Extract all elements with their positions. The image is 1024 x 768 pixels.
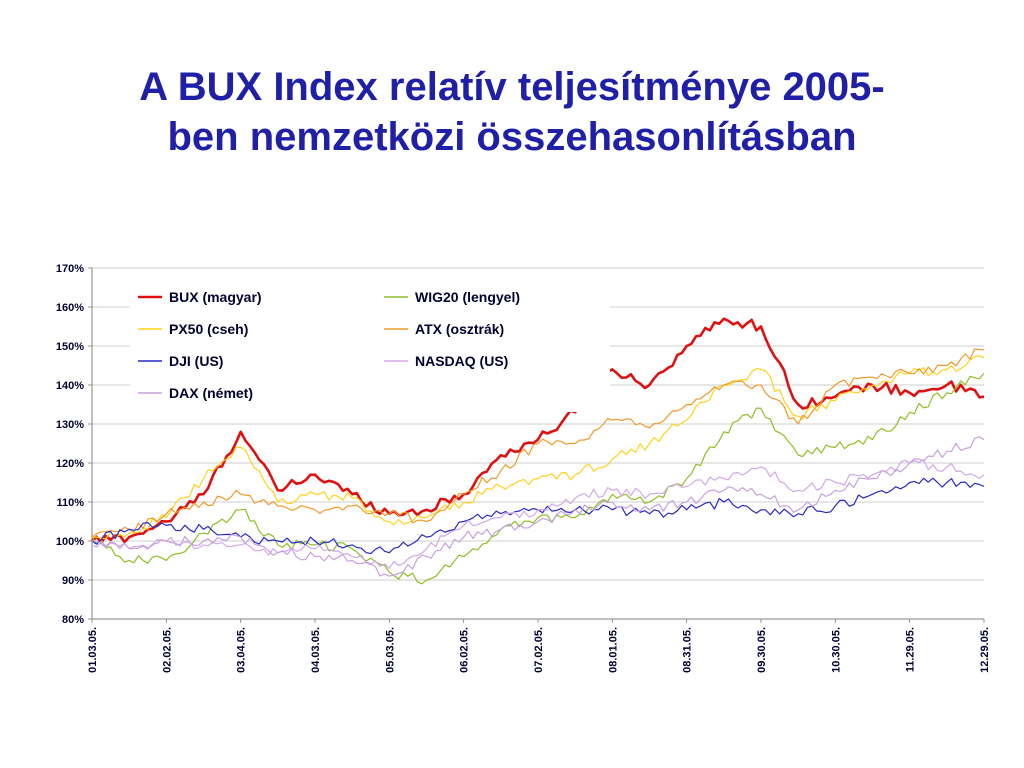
legend: BUX (magyar) WIG20 (lengyel) PX50 (cseh) AT… bbox=[130, 280, 610, 412]
legend-label: NASDAQ (US) bbox=[415, 353, 508, 369]
tick-label-x: 12.29.05. bbox=[979, 627, 991, 673]
tick-label-y: 150% bbox=[56, 341, 84, 353]
tick-label-x: 03.04.05. bbox=[236, 627, 248, 673]
slide-title-line1: A BUX Index relatív teljesítménye 2005- bbox=[139, 65, 885, 109]
legend-label: PX50 (cseh) bbox=[169, 321, 248, 337]
tick-label-y: 100% bbox=[56, 536, 84, 548]
tick-label-x: 07.02.05. bbox=[533, 627, 545, 673]
series-line-1 bbox=[91, 317, 985, 544]
series-line-3 bbox=[92, 355, 985, 540]
tick-label-y: 160% bbox=[56, 302, 84, 314]
tick-label-x: 08.01.05. bbox=[607, 627, 619, 673]
tick-label-x: 01.03.05. bbox=[87, 627, 99, 673]
tick-label-x: 06.02.05. bbox=[459, 627, 471, 673]
slide-title-line2: ben nemzetközi összehasonlításban bbox=[167, 115, 857, 159]
tick-label-y: 80% bbox=[62, 614, 84, 626]
tick-label-x: 09.30.05. bbox=[756, 627, 768, 673]
tick-label-y: 110% bbox=[56, 497, 84, 509]
series-line-2 bbox=[91, 372, 985, 585]
series-line-4 bbox=[91, 348, 985, 538]
tick-label-x: 02.02.05. bbox=[161, 627, 173, 673]
axis-layer: 80% 90% 100% 110% 120% 130% 140% 150% 160% 170% 01… bbox=[56, 263, 991, 673]
tick-label-x: 10.30.05. bbox=[830, 627, 842, 673]
series-line-7 bbox=[91, 436, 985, 577]
legend-label: WIG20 (lengyel) bbox=[415, 289, 520, 305]
slide-title: A BUX Index relatív teljesítménye 2005- … bbox=[40, 62, 984, 162]
tick-label-x: 08.31.05. bbox=[682, 627, 694, 673]
tick-label-x: 05.03.05. bbox=[384, 627, 396, 673]
legend-label: DJI (US) bbox=[169, 353, 223, 369]
tick-label-x: 11.29.05. bbox=[905, 627, 917, 672]
tick-label-y: 130% bbox=[56, 419, 84, 431]
series-line-6 bbox=[91, 459, 985, 569]
legend-label: ATX (osztrák) bbox=[415, 321, 504, 337]
tick-label-y: 90% bbox=[62, 575, 84, 587]
tick-label-x: 04.03.05. bbox=[310, 627, 322, 673]
legend-background bbox=[130, 280, 610, 412]
legend-label: BUX (magyar) bbox=[169, 289, 262, 305]
series-layer bbox=[91, 317, 985, 585]
tick-label-y: 120% bbox=[56, 458, 84, 470]
tick-label-y: 170% bbox=[56, 263, 84, 275]
series-line-5 bbox=[91, 477, 985, 555]
legend-label: DAX (német) bbox=[169, 385, 253, 401]
tick-label-y: 140% bbox=[56, 380, 84, 392]
